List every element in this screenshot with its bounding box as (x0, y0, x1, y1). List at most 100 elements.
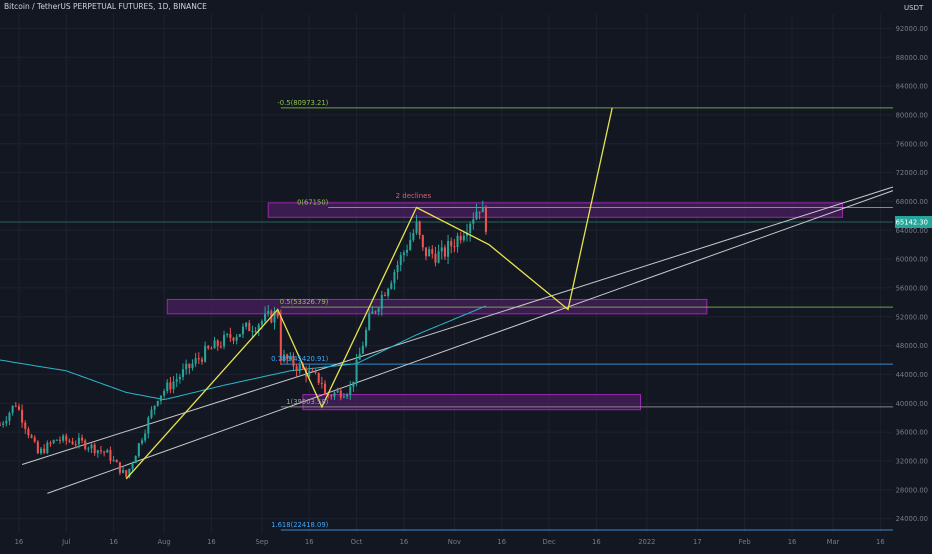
candle-body (282, 354, 286, 361)
candle-body (178, 376, 181, 380)
candle-body (0, 424, 2, 426)
candle-body (30, 435, 33, 438)
price-axis[interactable]: 24000.00 28000.00 32000.00 36000.00 40000.00… (896, 25, 928, 523)
candle-body (213, 340, 216, 349)
candle-body (8, 412, 11, 421)
candle-body (447, 241, 450, 257)
candle-body (226, 334, 229, 336)
candle-body (125, 470, 128, 477)
candle-body (380, 294, 383, 309)
candle-body (484, 206, 487, 233)
fib-level-label: 0.786(45420.91) (271, 355, 329, 363)
price-axis-background (893, 0, 932, 550)
candle-body (11, 405, 14, 413)
candle-body (55, 439, 58, 441)
candle-body (254, 330, 257, 332)
currency-label: USDT (904, 4, 924, 12)
candle-body (166, 382, 169, 392)
time-axis-tick-label: 17 (693, 538, 702, 546)
candle-body (333, 392, 336, 397)
candle-body (361, 345, 364, 354)
candle-body (358, 353, 361, 360)
time-axis-tick-label: Nov (448, 538, 461, 546)
price-axis-tick-label: 56000.00 (896, 284, 928, 292)
candle-body (475, 211, 478, 220)
candle-body (428, 249, 431, 257)
time-axis-tick-label: 16 (400, 538, 409, 546)
candle-body (36, 441, 39, 454)
candle-body (352, 381, 355, 387)
candle-body (339, 390, 342, 398)
candle-body (248, 322, 251, 332)
candle-body (434, 253, 437, 263)
candle-body (207, 346, 210, 349)
candle-body (21, 409, 24, 423)
candle-body (346, 394, 349, 397)
candle-body (33, 437, 36, 442)
candle-body (406, 249, 409, 253)
candle-body (298, 364, 301, 371)
candle-body (68, 440, 71, 442)
candle-body (24, 422, 27, 429)
candle-body (134, 456, 137, 464)
candle-body (103, 451, 106, 453)
candle-body (295, 366, 298, 371)
candle-body (17, 406, 20, 410)
candle-body (140, 440, 144, 444)
candle-body (96, 450, 99, 454)
chart-title: Bitcoin / TetherUS PERPETUAL FUTURES, 1D… (4, 2, 207, 11)
support-resistance-zone (267, 202, 844, 218)
candle-body (43, 448, 46, 453)
candle-body (472, 219, 475, 224)
time-axis-tick-label: 16 (305, 538, 314, 546)
candle-body (481, 206, 484, 213)
candle-body (443, 247, 446, 257)
candle-body (93, 444, 96, 454)
candle-body (232, 337, 235, 341)
candle-body (365, 329, 368, 346)
candle-body (200, 359, 203, 362)
candle-body (77, 437, 80, 445)
candle-body (65, 435, 68, 441)
candle-body (431, 249, 434, 254)
trend-line (47, 190, 894, 494)
candle-body (84, 440, 87, 449)
annotation-label: 2 declines (396, 192, 432, 200)
candle-body (62, 435, 65, 441)
candle-body (197, 358, 200, 360)
candle-body (99, 450, 103, 452)
candle-body (109, 449, 112, 461)
last-price-badge (895, 216, 932, 229)
candle-body (106, 449, 109, 453)
candle-body (235, 336, 238, 341)
time-axis-tick-label: 16 (109, 538, 118, 546)
candle-body (39, 448, 43, 454)
price-axis-tick-label: 36000.00 (896, 429, 928, 437)
candle-body (402, 252, 405, 256)
candle-body (191, 363, 194, 368)
candle-body (5, 420, 8, 424)
candle-body (424, 247, 428, 257)
price-axis-tick-label: 92000.00 (896, 25, 928, 33)
price-axis-tick-label: 24000.00 (896, 515, 928, 523)
candle-body (399, 255, 402, 266)
candle-body (289, 356, 292, 360)
price-axis-tick-label: 32000.00 (896, 457, 928, 465)
price-axis-tick-label: 40000.00 (896, 400, 928, 408)
price-axis-tick-label: 44000.00 (896, 371, 928, 379)
candle-body (87, 448, 90, 450)
fib-level-label: 0.5(53326.79) (280, 298, 329, 306)
candle-body (181, 369, 185, 377)
time-axis-tick-label: Dec (542, 538, 555, 546)
trend-line (21, 186, 894, 465)
price-axis-tick-label: 28000.00 (896, 486, 928, 494)
time-axis-tick-label: 16 (876, 538, 885, 546)
price-axis-tick-label: 48000.00 (896, 342, 928, 350)
candle-body (342, 396, 345, 398)
time-axis[interactable]: 16 Jul 16 Aug 16 Sep 16 Oct 16 Nov 16 Dec 16 2022 17 Fe… (15, 538, 885, 546)
candle-body (137, 443, 140, 457)
candle-body (204, 346, 207, 362)
